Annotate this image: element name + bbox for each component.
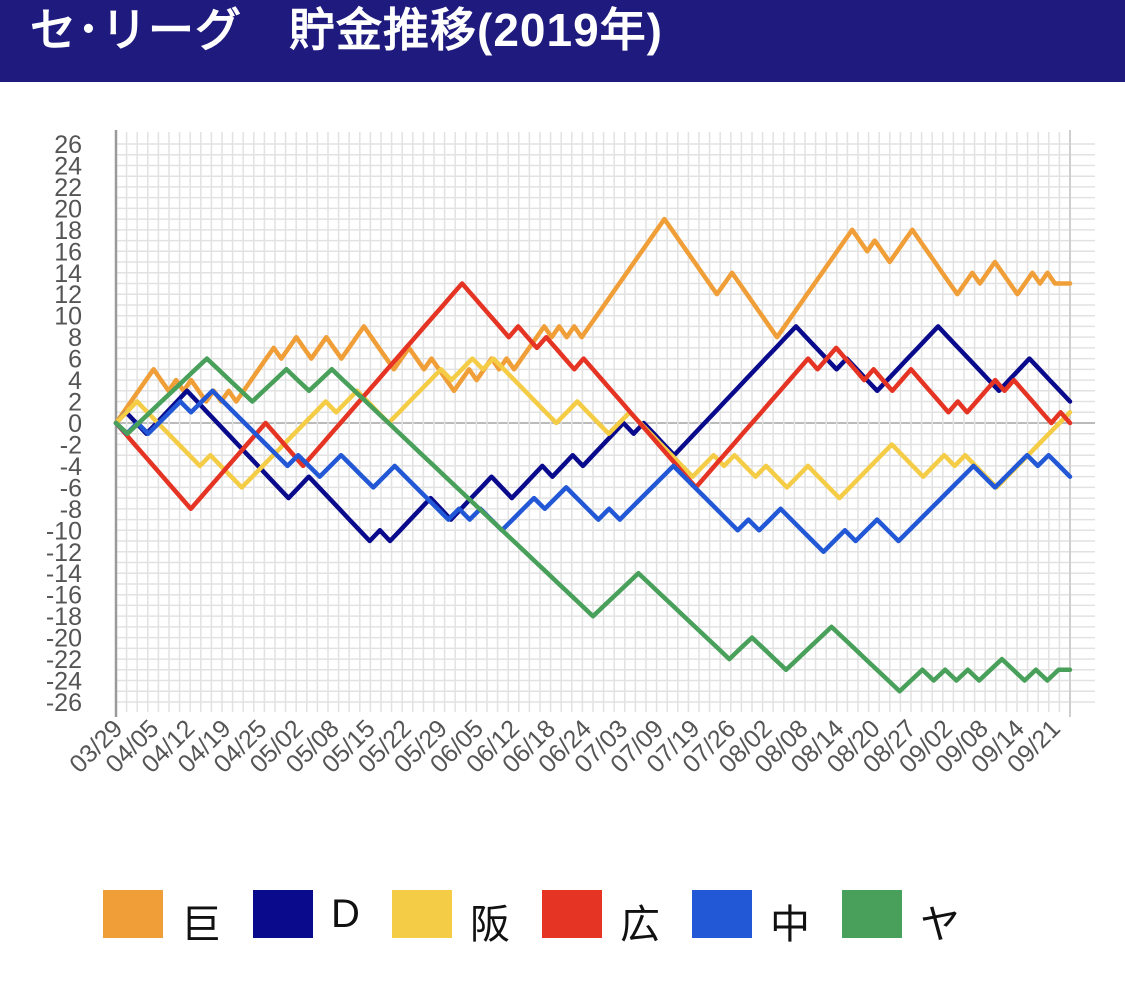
y-tick-label: -24 — [46, 668, 82, 696]
y-tick-label: -4 — [60, 453, 82, 481]
legend-label: 巨 — [181, 903, 221, 947]
legend-swatch — [692, 890, 752, 938]
legend-label: D — [331, 892, 360, 936]
series-line-1 — [113, 324, 1073, 544]
legend-swatch — [842, 890, 902, 938]
series-line-3 — [113, 281, 1073, 512]
y-tick-label: 10 — [54, 303, 82, 331]
y-tick-label: 2 — [68, 389, 82, 417]
line-chart: 26242220181614121086420-2-4-6-8-10-12-14… — [46, 130, 1095, 778]
y-tick-label: 20 — [54, 195, 82, 223]
legend-swatch — [103, 890, 163, 938]
y-tick-label: 4 — [68, 367, 82, 395]
chart-header: セ･リーグ 貯金推移(2019年) — [0, 0, 1125, 82]
y-tick-label: -8 — [60, 496, 82, 524]
y-tick-label: 16 — [54, 238, 82, 266]
y-tick-label: -2 — [60, 431, 82, 459]
y-tick-label: -18 — [46, 603, 82, 631]
series-line-4 — [113, 388, 1073, 555]
legend-swatch — [542, 890, 602, 938]
y-tick-label: 26 — [54, 131, 82, 159]
y-tick-label: -26 — [46, 689, 82, 717]
legend-label: 中 — [770, 903, 810, 947]
y-tick-label: -14 — [46, 560, 82, 588]
legend-label: ヤ — [920, 903, 960, 947]
series-line-0 — [113, 216, 1073, 426]
y-tick-label: -6 — [60, 474, 82, 502]
y-tick-label: 14 — [54, 260, 82, 288]
legend-swatch — [253, 890, 313, 938]
y-tick-label: -10 — [46, 517, 82, 545]
y-tick-label: -20 — [46, 625, 82, 653]
y-tick-label: -16 — [46, 582, 82, 610]
legend-swatch — [392, 890, 452, 938]
y-tick-label: -22 — [46, 646, 82, 674]
y-tick-label: 24 — [54, 152, 82, 180]
y-tick-label: 8 — [68, 324, 82, 352]
y-tick-label: 0 — [68, 410, 82, 438]
y-tick-label: 6 — [68, 346, 82, 374]
y-tick-label: 18 — [54, 217, 82, 245]
y-tick-label: 12 — [54, 281, 82, 309]
series-line-5 — [113, 356, 1073, 694]
legend-label: 阪 — [470, 903, 510, 947]
legend-label: 広 — [620, 903, 660, 947]
y-tick-label: -12 — [46, 539, 82, 567]
y-tick-label: 22 — [54, 174, 82, 202]
chart-title: セ･リーグ 貯金推移(2019年) — [30, 4, 663, 56]
chart-legend: 巨 D 阪 広 中 ヤ — [0, 880, 1125, 950]
